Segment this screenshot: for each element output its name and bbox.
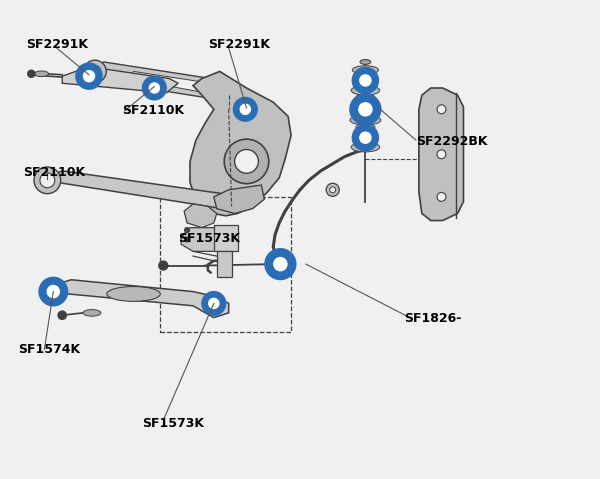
Polygon shape: [181, 228, 226, 251]
Ellipse shape: [437, 193, 446, 201]
Bar: [214, 225, 238, 251]
Ellipse shape: [352, 125, 379, 151]
Text: SF2291K: SF2291K: [26, 38, 89, 51]
Ellipse shape: [326, 183, 339, 196]
Text: SF1573K: SF1573K: [178, 232, 240, 245]
Ellipse shape: [274, 258, 287, 271]
Ellipse shape: [350, 115, 381, 125]
Ellipse shape: [352, 66, 379, 74]
Ellipse shape: [359, 103, 372, 116]
Ellipse shape: [351, 142, 380, 152]
Ellipse shape: [58, 311, 67, 319]
Ellipse shape: [48, 286, 59, 297]
Polygon shape: [128, 71, 241, 109]
Polygon shape: [184, 204, 217, 228]
Polygon shape: [214, 185, 265, 214]
Text: SF1574K: SF1574K: [17, 343, 80, 356]
Bar: [160, 197, 291, 332]
Bar: [217, 251, 232, 277]
Ellipse shape: [34, 167, 61, 194]
Text: SF2110K: SF2110K: [23, 166, 86, 179]
Ellipse shape: [83, 70, 95, 82]
Ellipse shape: [107, 286, 160, 301]
Ellipse shape: [47, 285, 59, 297]
Ellipse shape: [39, 277, 68, 306]
Ellipse shape: [352, 68, 379, 93]
Ellipse shape: [76, 63, 102, 89]
Ellipse shape: [83, 309, 101, 316]
Ellipse shape: [240, 104, 250, 114]
Ellipse shape: [360, 75, 371, 86]
Polygon shape: [44, 280, 229, 318]
Ellipse shape: [356, 94, 375, 101]
Ellipse shape: [360, 59, 371, 64]
Ellipse shape: [235, 149, 259, 173]
Ellipse shape: [437, 150, 446, 159]
Ellipse shape: [40, 173, 55, 188]
Ellipse shape: [185, 228, 190, 232]
Ellipse shape: [224, 139, 269, 183]
Ellipse shape: [209, 298, 219, 308]
Ellipse shape: [142, 76, 166, 100]
Ellipse shape: [89, 66, 101, 77]
Text: SF2291K: SF2291K: [208, 38, 270, 51]
Polygon shape: [35, 171, 241, 211]
Ellipse shape: [437, 105, 446, 114]
Ellipse shape: [356, 124, 375, 131]
Text: SF1826-: SF1826-: [404, 312, 461, 325]
Polygon shape: [190, 71, 291, 216]
Ellipse shape: [42, 280, 65, 303]
Ellipse shape: [330, 187, 335, 193]
Ellipse shape: [149, 83, 160, 93]
Text: SF2292BK: SF2292BK: [416, 135, 487, 148]
Ellipse shape: [83, 60, 106, 83]
Ellipse shape: [159, 261, 168, 270]
Ellipse shape: [233, 97, 257, 121]
Ellipse shape: [185, 237, 190, 242]
Ellipse shape: [28, 70, 35, 77]
Polygon shape: [62, 67, 178, 93]
Text: SF1573K: SF1573K: [142, 417, 205, 430]
Polygon shape: [89, 62, 253, 116]
Ellipse shape: [34, 71, 49, 77]
Ellipse shape: [360, 132, 371, 143]
Ellipse shape: [265, 249, 296, 280]
Ellipse shape: [350, 94, 381, 125]
Text: SF2110K: SF2110K: [122, 104, 184, 117]
Ellipse shape: [202, 292, 226, 315]
Ellipse shape: [351, 86, 380, 95]
Polygon shape: [273, 259, 291, 270]
Polygon shape: [419, 88, 463, 220]
